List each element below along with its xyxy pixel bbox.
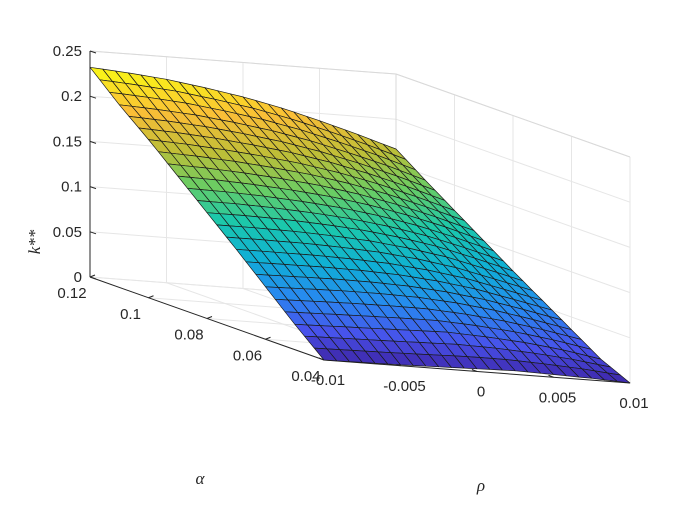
y-tick-label: 0.04 bbox=[291, 368, 320, 385]
z-tick-label: 0.15 bbox=[53, 133, 82, 150]
tick-labels: -0.01 -0.005 0 0.005 0.01 0.04 0.06 0.08 0.1 0.12… bbox=[53, 43, 649, 412]
x-tick-label: 0.01 bbox=[619, 395, 648, 412]
z-tick bbox=[89, 50, 97, 54]
y-tick-label: 0.08 bbox=[174, 327, 203, 344]
x-tick-label: -0.005 bbox=[383, 378, 426, 395]
y-tick bbox=[89, 274, 96, 278]
z-tick bbox=[89, 276, 97, 280]
y-tick-label: 0.1 bbox=[120, 306, 141, 323]
x-axis-label: ρ bbox=[476, 476, 485, 495]
x-tick bbox=[548, 374, 554, 378]
y-tick bbox=[265, 336, 271, 340]
y-axis-label: α bbox=[196, 469, 206, 488]
x-tick bbox=[471, 369, 478, 372]
x-tick bbox=[318, 357, 325, 361]
y-tick-label: 0.12 bbox=[57, 285, 86, 302]
x-tick-label: 0.005 bbox=[539, 389, 577, 406]
z-tick bbox=[89, 231, 97, 235]
z-tick bbox=[89, 95, 97, 99]
z-axis-label: k** bbox=[25, 229, 44, 254]
z-tick-label: 0 bbox=[74, 269, 82, 286]
z-tick-label: 0.2 bbox=[61, 88, 82, 105]
z-tick bbox=[89, 186, 97, 190]
x-tick-label: -0.01 bbox=[311, 372, 345, 389]
z-tick-label: 0.25 bbox=[53, 43, 82, 60]
z-tick-label: 0.05 bbox=[53, 224, 82, 241]
z-tick-label: 0.1 bbox=[61, 179, 82, 196]
x-tick-label: 0 bbox=[477, 384, 485, 401]
z-tick bbox=[89, 140, 97, 144]
y-tick-label: 0.06 bbox=[233, 347, 262, 364]
y-tick bbox=[206, 316, 213, 319]
y-tick bbox=[148, 295, 154, 299]
surface-patch bbox=[607, 372, 631, 384]
surface-mesh bbox=[89, 66, 631, 384]
axes bbox=[89, 50, 631, 384]
